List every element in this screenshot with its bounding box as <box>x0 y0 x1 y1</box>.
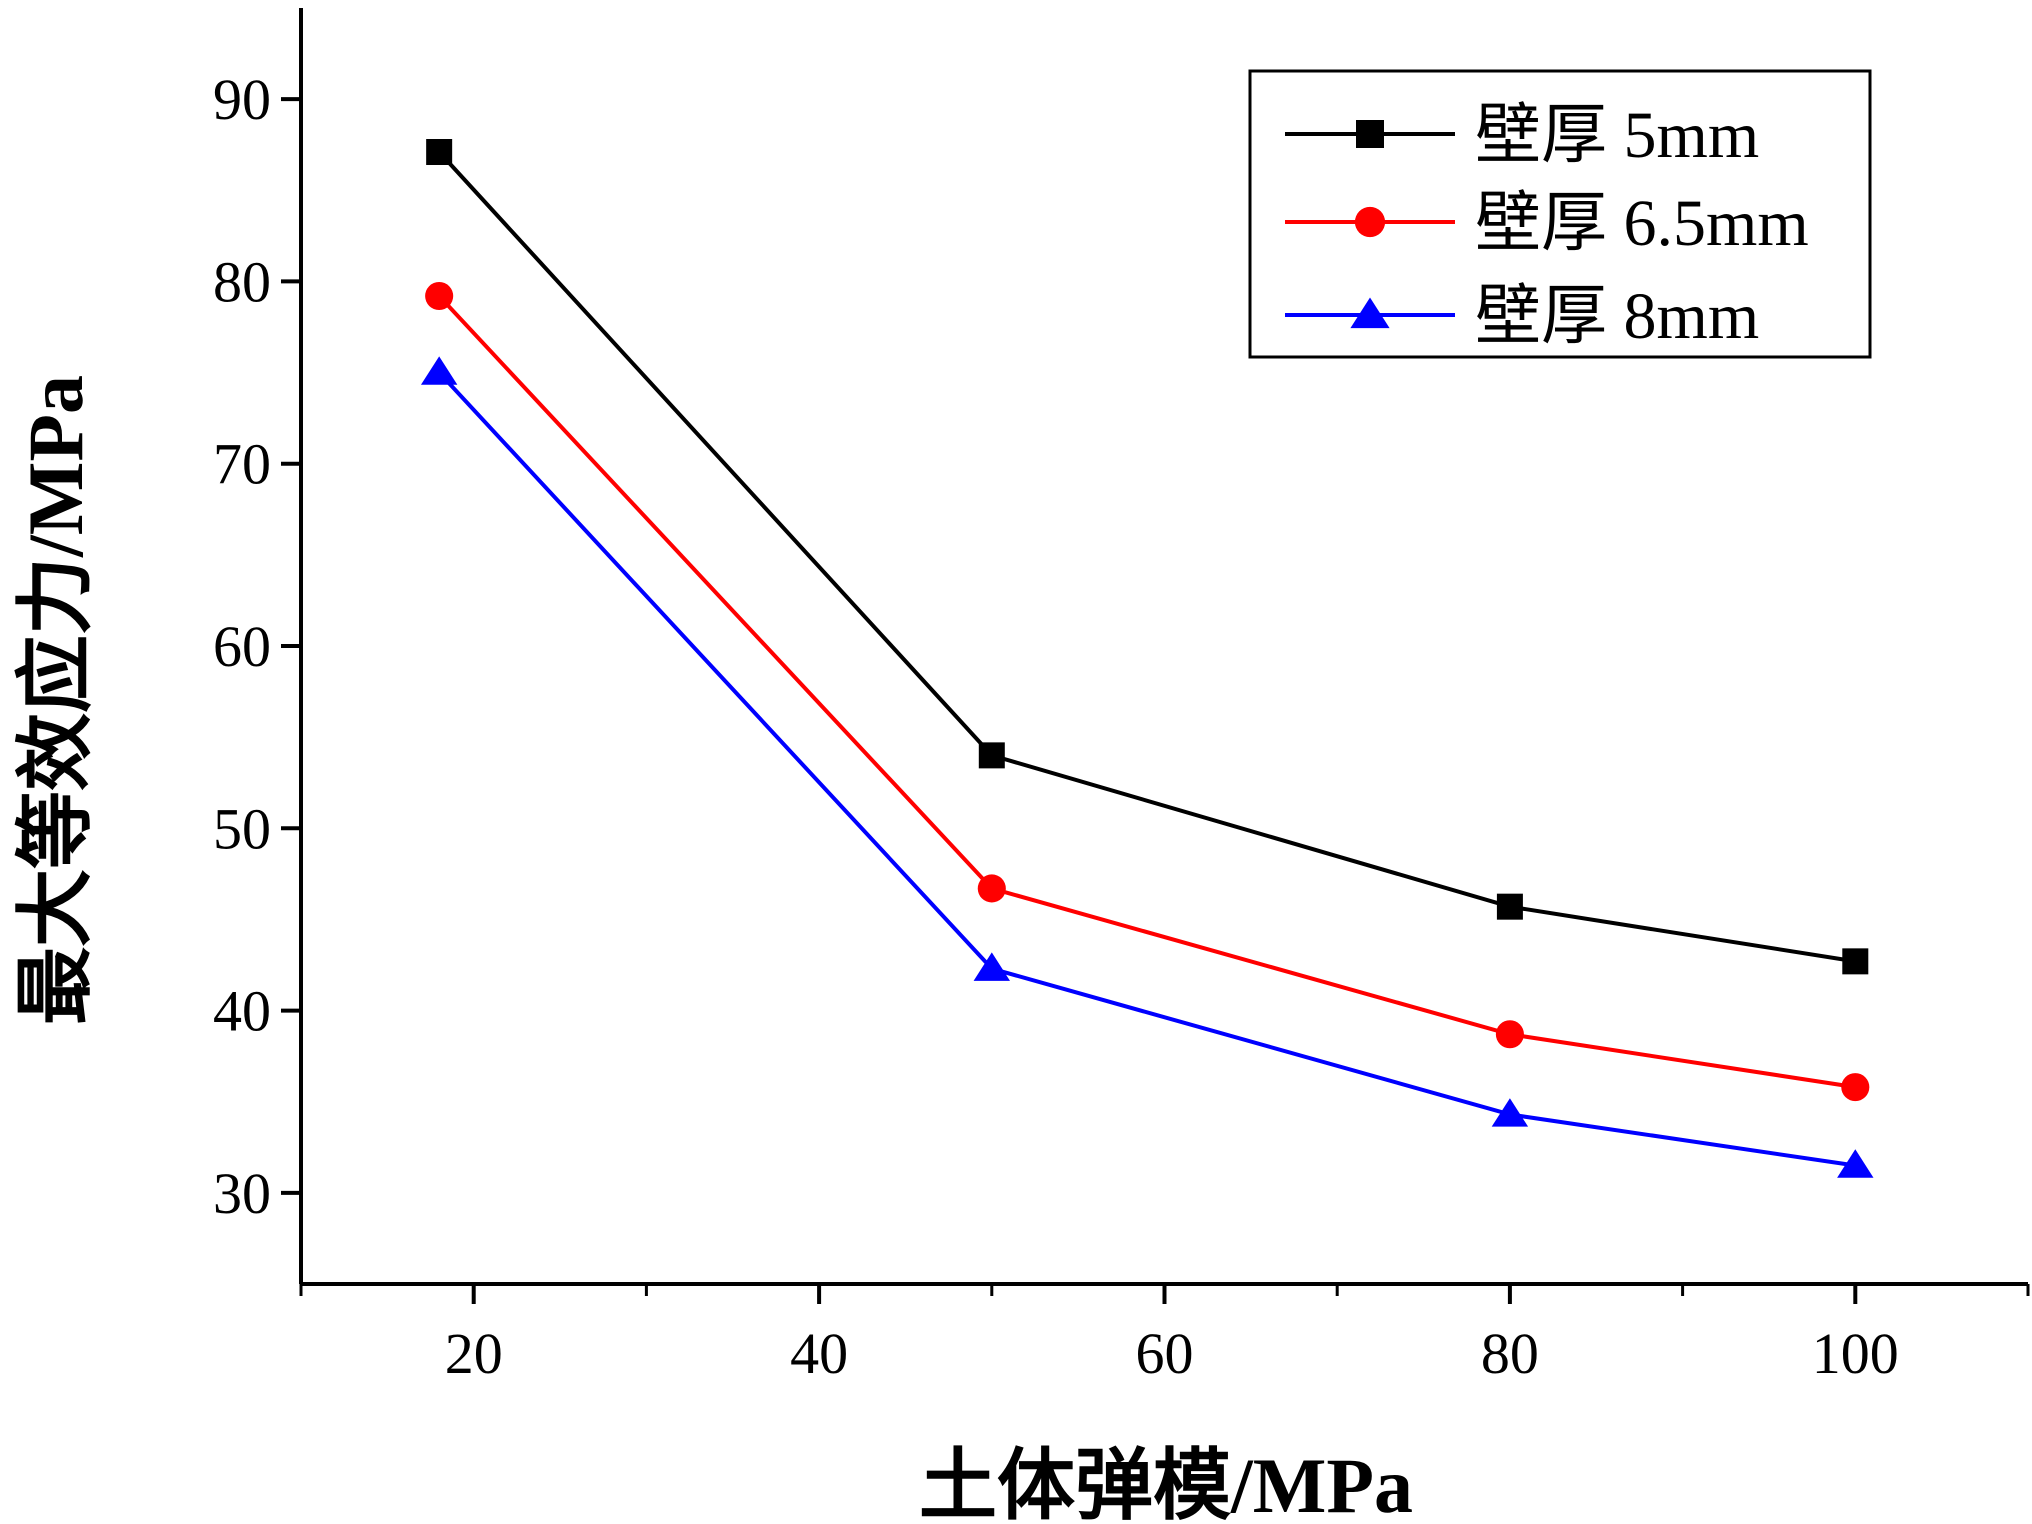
x-axis-title: 土体弹模/MPa <box>919 1442 1413 1524</box>
y-tick-label: 60 <box>213 614 271 679</box>
data-point-marker <box>426 139 453 166</box>
series-line <box>437 150 1856 964</box>
data-point-marker <box>425 281 454 311</box>
data-point-marker <box>977 874 1006 903</box>
series-3 <box>420 356 1874 1178</box>
x-tick-label: 80 <box>1481 1321 1539 1386</box>
series-line <box>437 294 1856 1090</box>
data-point-marker <box>420 356 458 385</box>
legend-entry-2: 壁厚 6.5mm <box>1285 187 1809 260</box>
y-tick-label: 80 <box>213 249 271 314</box>
legend-marker <box>1350 297 1390 329</box>
y-tick-label: 40 <box>213 979 271 1044</box>
data-point-marker <box>1842 948 1869 975</box>
legend-marker <box>1356 120 1384 148</box>
data-point-marker <box>1496 893 1523 920</box>
legend-marker <box>1354 206 1386 238</box>
legend-entry-3: 壁厚 8mm <box>1285 280 1759 353</box>
series-1 <box>426 139 1869 975</box>
y-ticks: 30 40 50 60 70 80 90 <box>213 67 301 1226</box>
x-ticks: 20 40 60 80 100 <box>299 1284 2030 1386</box>
y-tick-label: 90 <box>213 67 271 132</box>
data-point-marker <box>1837 1149 1874 1178</box>
data-point-marker <box>973 952 1010 981</box>
x-tick-label: 100 <box>1812 1321 1899 1386</box>
data-point-marker <box>1495 1020 1524 1049</box>
y-axis-title: 最大等效应力/MPa <box>12 375 99 1025</box>
legend-entry-1: 壁厚 5mm <box>1285 99 1759 172</box>
data-point-marker <box>1491 1098 1529 1127</box>
legend: 壁厚 5mm 壁厚 6.5mm 壁厚 8mm <box>1248 69 1872 359</box>
legend-box <box>1248 69 1872 359</box>
series-line <box>437 371 1856 1168</box>
x-tick-label: 20 <box>445 1321 503 1386</box>
legend-label: 壁厚 5mm <box>1475 99 1759 172</box>
series-group <box>420 139 1874 1178</box>
series-2 <box>425 281 1870 1102</box>
y-tick-label: 30 <box>213 1161 271 1226</box>
x-tick-label: 40 <box>790 1321 848 1386</box>
data-point-marker <box>978 742 1005 769</box>
y-tick-label: 70 <box>213 432 271 497</box>
x-tick-label: 60 <box>1136 1321 1194 1386</box>
legend-label: 壁厚 6.5mm <box>1475 187 1809 260</box>
legend-label: 壁厚 8mm <box>1475 280 1759 353</box>
data-point-marker <box>1841 1073 1870 1102</box>
y-tick-label: 50 <box>213 796 271 861</box>
